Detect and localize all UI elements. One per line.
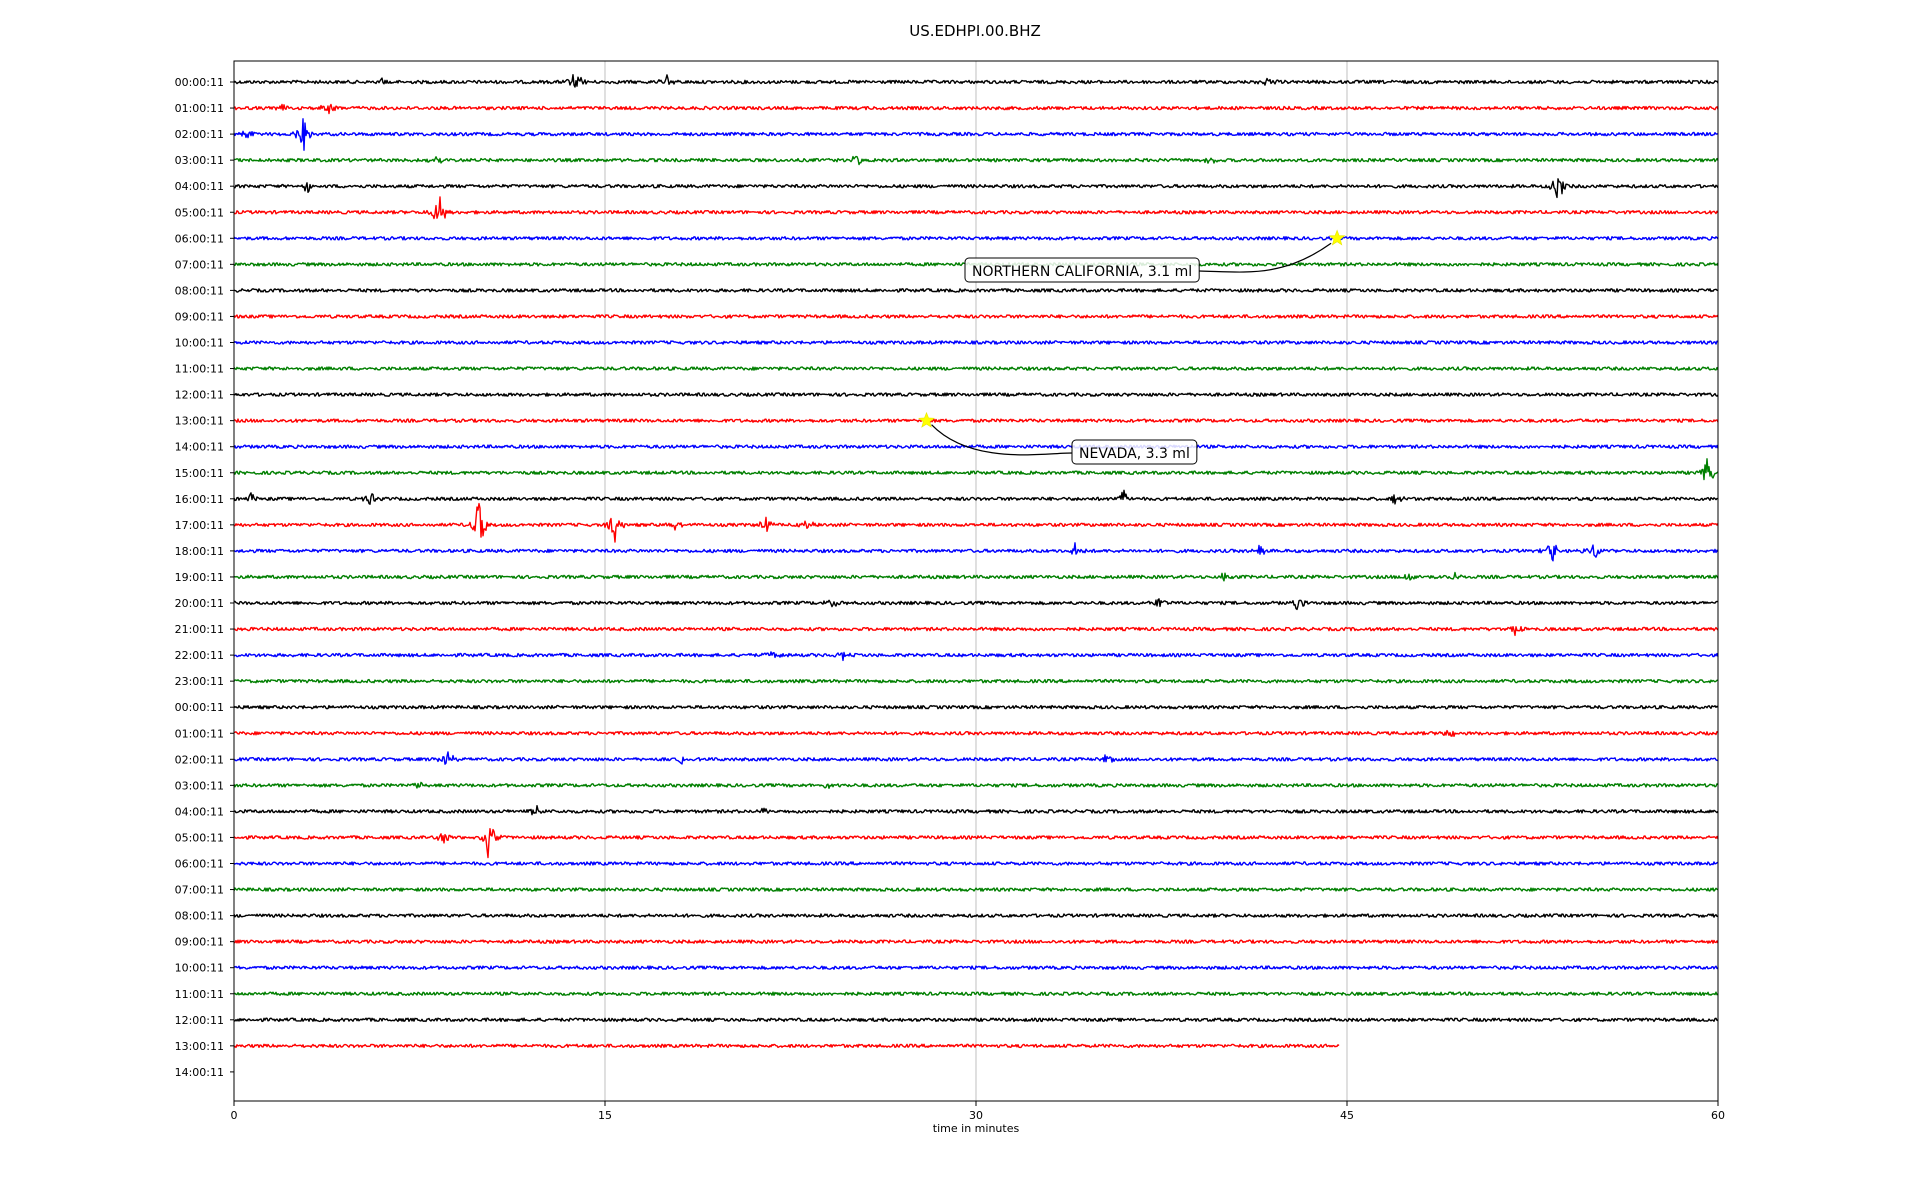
event-annotation: NEVADA, 3.3 ml <box>918 411 1198 465</box>
row-time-label: 04:00:11 <box>175 180 224 193</box>
seismic-trace <box>233 887 1719 892</box>
seismic-trace <box>233 626 1719 637</box>
x-tick-label: 0 <box>231 1109 238 1122</box>
seismic-trace <box>233 340 1719 345</box>
row-time-label: 08:00:11 <box>175 284 224 297</box>
row-time-label: 05:00:11 <box>175 831 224 844</box>
row-time-label: 16:00:11 <box>175 493 224 506</box>
row-time-label: 12:00:11 <box>175 389 224 402</box>
row-time-label: 06:00:11 <box>175 232 224 245</box>
seismic-trace <box>233 155 1719 166</box>
row-time-label: 09:00:11 <box>175 936 224 949</box>
seismic-trace <box>233 74 1719 88</box>
seismic-trace <box>233 236 1719 241</box>
seismic-trace <box>233 178 1719 199</box>
seismic-trace <box>233 571 1719 582</box>
seismic-trace <box>233 913 1719 918</box>
seismic-trace <box>233 418 1719 423</box>
seismic-trace <box>233 1017 1719 1023</box>
seismic-trace <box>233 751 1719 765</box>
row-time-labels: 00:00:11 01:00:11 02:00:11 03:00:11 04:00:11… <box>175 76 234 1079</box>
event-connector <box>931 424 1073 456</box>
row-time-label: 08:00:11 <box>175 910 224 923</box>
seismic-trace <box>233 991 1719 996</box>
event-annotation: NORTHERN CALIFORNIA, 3.1 ml <box>964 229 1346 283</box>
seismic-trace <box>233 729 1719 737</box>
row-time-label: 18:00:11 <box>175 545 224 558</box>
traces <box>233 74 1719 1049</box>
seismic-trace <box>233 118 1719 151</box>
row-time-label: 07:00:11 <box>175 258 224 271</box>
event-label: NEVADA, 3.3 ml <box>1079 446 1190 462</box>
event-connector <box>1199 242 1332 273</box>
row-time-label: 20:00:11 <box>175 597 224 610</box>
seismic-trace <box>233 598 1719 611</box>
seismic-trace <box>233 366 1719 371</box>
row-time-label: 13:00:11 <box>175 1040 224 1053</box>
seismic-trace <box>233 1043 1340 1049</box>
row-time-label: 10:00:11 <box>175 962 224 975</box>
seismic-trace <box>233 502 1719 543</box>
x-tick-label: 30 <box>969 1109 983 1122</box>
seismic-trace <box>233 939 1719 944</box>
row-time-label: 23:00:11 <box>175 675 224 688</box>
seismic-trace <box>233 965 1719 970</box>
seismic-trace <box>233 196 1719 220</box>
row-time-label: 06:00:11 <box>175 858 224 871</box>
row-time-label: 11:00:11 <box>175 363 224 376</box>
x-tick-label: 15 <box>598 1109 612 1122</box>
seismic-trace <box>233 781 1719 789</box>
seismic-trace <box>233 444 1719 449</box>
seismic-trace <box>233 542 1719 562</box>
row-time-label: 02:00:11 <box>175 753 224 766</box>
seismic-trace <box>233 678 1719 684</box>
row-time-label: 09:00:11 <box>175 310 224 323</box>
row-time-label: 00:00:11 <box>175 76 224 89</box>
seismic-trace <box>233 828 1719 859</box>
row-time-label: 15:00:11 <box>175 467 224 480</box>
row-time-label: 21:00:11 <box>175 623 224 636</box>
seismic-trace <box>233 861 1719 866</box>
row-time-label: 05:00:11 <box>175 206 224 219</box>
row-time-label: 10:00:11 <box>175 337 224 350</box>
row-time-label: 03:00:11 <box>175 779 224 792</box>
seismic-trace <box>233 489 1719 505</box>
row-time-label: 00:00:11 <box>175 701 224 714</box>
seismic-trace <box>233 314 1719 319</box>
row-time-label: 19:00:11 <box>175 571 224 584</box>
row-time-label: 14:00:11 <box>175 1066 224 1079</box>
seismic-trace <box>233 651 1719 662</box>
event-label-box <box>964 257 1200 283</box>
chart-title: US.EDHPI.00.BHZ <box>909 22 1041 40</box>
event-star-icon <box>918 411 935 428</box>
row-time-label: 12:00:11 <box>175 1014 224 1027</box>
event-label-box <box>1071 439 1198 465</box>
grid-lines <box>604 61 1348 1101</box>
x-tick-label: 60 <box>1711 1109 1725 1122</box>
x-tick-label: 45 <box>1340 1109 1354 1122</box>
row-time-label: 11:00:11 <box>175 988 224 1001</box>
row-time-label: 13:00:11 <box>175 415 224 428</box>
row-time-label: 03:00:11 <box>175 154 224 167</box>
row-time-label: 01:00:11 <box>175 727 224 740</box>
event-label: NORTHERN CALIFORNIA, 3.1 ml <box>972 264 1192 280</box>
row-time-label: 14:00:11 <box>175 441 224 454</box>
seismic-trace <box>233 805 1719 816</box>
row-time-label: 17:00:11 <box>175 519 224 532</box>
row-time-label: 22:00:11 <box>175 649 224 662</box>
row-time-label: 01:00:11 <box>175 102 224 115</box>
row-time-label: 07:00:11 <box>175 884 224 897</box>
seismic-trace <box>233 458 1719 481</box>
x-axis-label: time in minutes <box>933 1122 1020 1135</box>
seismic-trace <box>233 103 1719 115</box>
row-time-label: 04:00:11 <box>175 805 224 818</box>
event-annotations: NORTHERN CALIFORNIA, 3.1 ml NEVADA, 3.3 m… <box>918 229 1346 465</box>
x-axis: 0 15 30 45 60 <box>231 1101 1725 1122</box>
seismic-trace <box>233 288 1719 293</box>
seismic-trace <box>233 704 1719 710</box>
row-time-label: 02:00:11 <box>175 128 224 141</box>
seismic-trace <box>233 392 1719 397</box>
event-star-icon <box>1328 229 1346 246</box>
